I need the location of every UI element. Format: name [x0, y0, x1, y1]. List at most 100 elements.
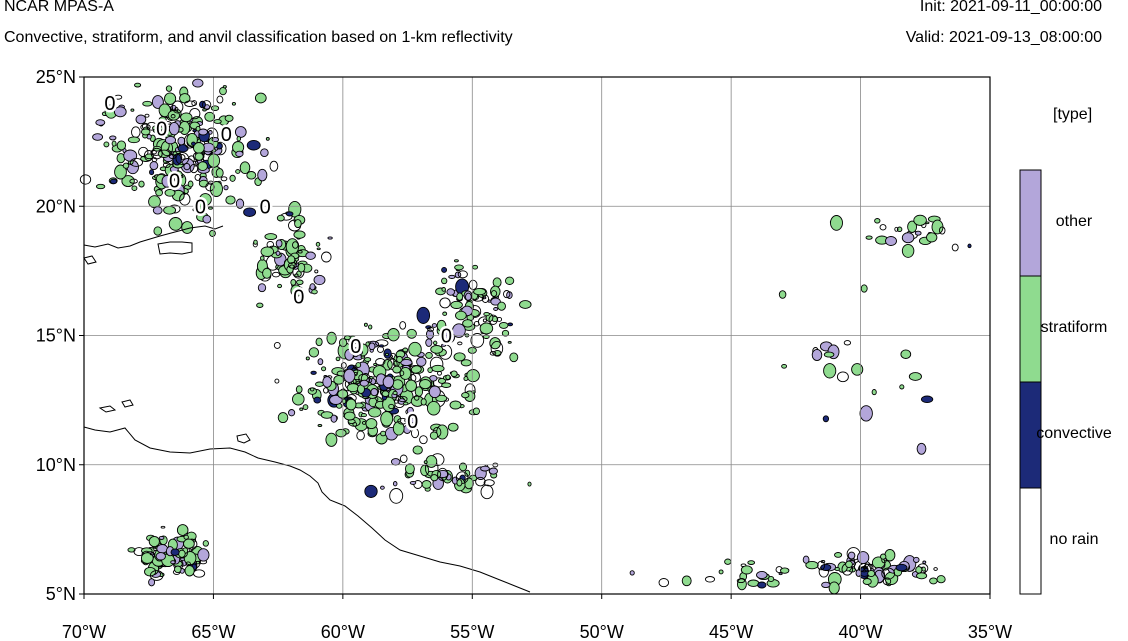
precip-cell — [138, 146, 149, 158]
precip-cell — [472, 264, 479, 270]
precip-cell — [165, 85, 173, 92]
coastline-island-small — [83, 255, 97, 265]
precip-cell — [368, 407, 382, 418]
precip-cell — [197, 548, 210, 562]
precip-cell — [874, 218, 881, 224]
precip-cell — [95, 183, 106, 190]
precip-cell — [234, 126, 247, 138]
precip-cell — [847, 551, 856, 560]
precip-cell — [140, 552, 154, 564]
precip-cell — [453, 259, 459, 263]
precip-cell — [881, 567, 896, 580]
precip-cell — [823, 351, 835, 358]
precip-cell — [315, 381, 324, 387]
precip-cell — [404, 417, 416, 424]
precip-cell — [254, 92, 267, 104]
precip-cell — [335, 356, 341, 362]
precip-cell — [325, 432, 338, 447]
precip-cell — [851, 363, 864, 376]
precip-cell — [340, 362, 347, 369]
precip-cell — [185, 561, 191, 566]
lon-tick-label: 35°W — [968, 622, 1012, 641]
precip-cell — [129, 178, 138, 184]
precip-cell — [408, 341, 422, 357]
precip-cell — [920, 395, 934, 404]
precip-cell — [335, 428, 347, 438]
precip-cell — [488, 467, 498, 475]
precip-cell — [437, 467, 449, 481]
precip-cell — [392, 481, 398, 487]
precip-cell — [938, 226, 946, 235]
precip-cell — [333, 375, 345, 385]
precip-cell — [152, 206, 163, 215]
colorbar-label: convective — [1036, 425, 1112, 442]
precip-cell — [462, 319, 474, 328]
precip-cell — [382, 375, 395, 389]
precip-cell — [235, 169, 241, 174]
precip-cell — [174, 107, 179, 112]
precip-cell — [373, 362, 378, 367]
precip-cell — [461, 392, 470, 399]
precip-cell — [509, 352, 519, 363]
precip-cell — [463, 376, 469, 382]
precip-cell — [834, 566, 840, 572]
precip-cell — [472, 407, 480, 415]
contour-labels: 00 00 000 000 — [102, 90, 455, 435]
precip-cell — [161, 174, 173, 188]
precip-cell — [823, 363, 837, 379]
precip-cell — [135, 114, 147, 125]
precip-cell — [468, 279, 478, 291]
lon-tick-label: 45°W — [709, 622, 753, 641]
precip-cell — [465, 292, 472, 302]
precip-cell — [354, 349, 363, 356]
precip-cell — [315, 241, 321, 247]
precip-cell — [256, 302, 264, 308]
precip-cell — [246, 171, 257, 180]
precip-cell — [364, 357, 372, 362]
precip-cell — [313, 396, 322, 404]
precip-cell — [204, 111, 216, 122]
precip-cell — [213, 119, 222, 124]
precip-cell — [498, 321, 509, 329]
precip-cell — [264, 233, 278, 241]
precip-cell — [239, 161, 251, 175]
precip-cell — [756, 570, 768, 580]
precip-cell — [164, 135, 177, 145]
precip-cell — [246, 139, 261, 151]
precip-cell — [321, 251, 332, 263]
precip-cell — [845, 560, 853, 568]
precip-cell — [160, 525, 166, 529]
precip-cell — [480, 484, 494, 500]
precip-cell — [396, 355, 403, 363]
precip-cell — [183, 538, 195, 549]
precip-cell — [399, 366, 412, 380]
precip-cell — [392, 421, 405, 436]
precip-cell — [805, 560, 819, 570]
precip-cell — [235, 150, 244, 158]
precip-cell — [452, 323, 466, 338]
precip-cell — [178, 174, 184, 179]
precip-cell — [317, 358, 324, 366]
precip-cell — [180, 112, 193, 123]
precip-cell — [176, 524, 189, 537]
precip-cell — [343, 411, 356, 421]
precip-cell — [907, 220, 918, 233]
precip-cell — [288, 409, 296, 417]
precip-cell — [406, 328, 417, 339]
precip-cell — [257, 283, 267, 293]
precip-cell — [177, 144, 189, 153]
precip-cell — [114, 94, 123, 100]
precip-cell — [894, 226, 899, 232]
precip-cell — [490, 290, 498, 297]
precip-cell — [433, 340, 438, 346]
precip-cell — [162, 162, 171, 168]
model-title: NCAR MPAS-A — [4, 0, 114, 15]
precip-cell — [216, 95, 224, 104]
contour-label: 0 — [156, 119, 167, 141]
precip-cell — [197, 161, 208, 172]
precip-cell — [370, 388, 379, 397]
precip-cell — [79, 174, 92, 185]
precip-cell — [475, 476, 486, 487]
precip-cell — [410, 428, 420, 439]
